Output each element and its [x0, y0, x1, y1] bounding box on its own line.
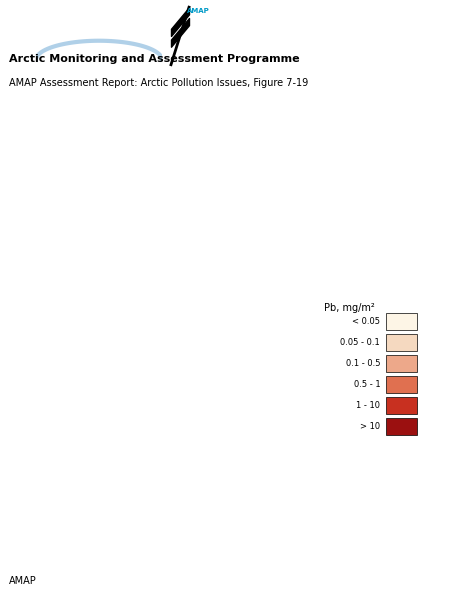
- Bar: [386, 418, 418, 434]
- Text: AMAP Assessment Report: Arctic Pollution Issues, Figure 7-19: AMAP Assessment Report: Arctic Pollution…: [9, 78, 308, 88]
- Text: Arctic Monitoring and Assessment Programme: Arctic Monitoring and Assessment Program…: [9, 54, 300, 64]
- Bar: [386, 355, 418, 371]
- Bar: [386, 313, 418, 329]
- Text: AMAP: AMAP: [187, 8, 210, 14]
- Bar: [386, 334, 418, 350]
- Bar: [386, 376, 418, 392]
- Text: 0.05 - 0.1: 0.05 - 0.1: [341, 338, 380, 347]
- Text: Pb, mg/m²: Pb, mg/m²: [324, 303, 375, 313]
- Text: > 10: > 10: [360, 422, 380, 431]
- Text: AMAP: AMAP: [9, 576, 37, 586]
- Text: < 0.05: < 0.05: [352, 317, 380, 326]
- Text: 0.5 - 1: 0.5 - 1: [354, 380, 380, 389]
- Text: 0.1 - 0.5: 0.1 - 0.5: [346, 359, 380, 368]
- Text: 1 - 10: 1 - 10: [356, 401, 380, 410]
- Bar: [386, 397, 418, 413]
